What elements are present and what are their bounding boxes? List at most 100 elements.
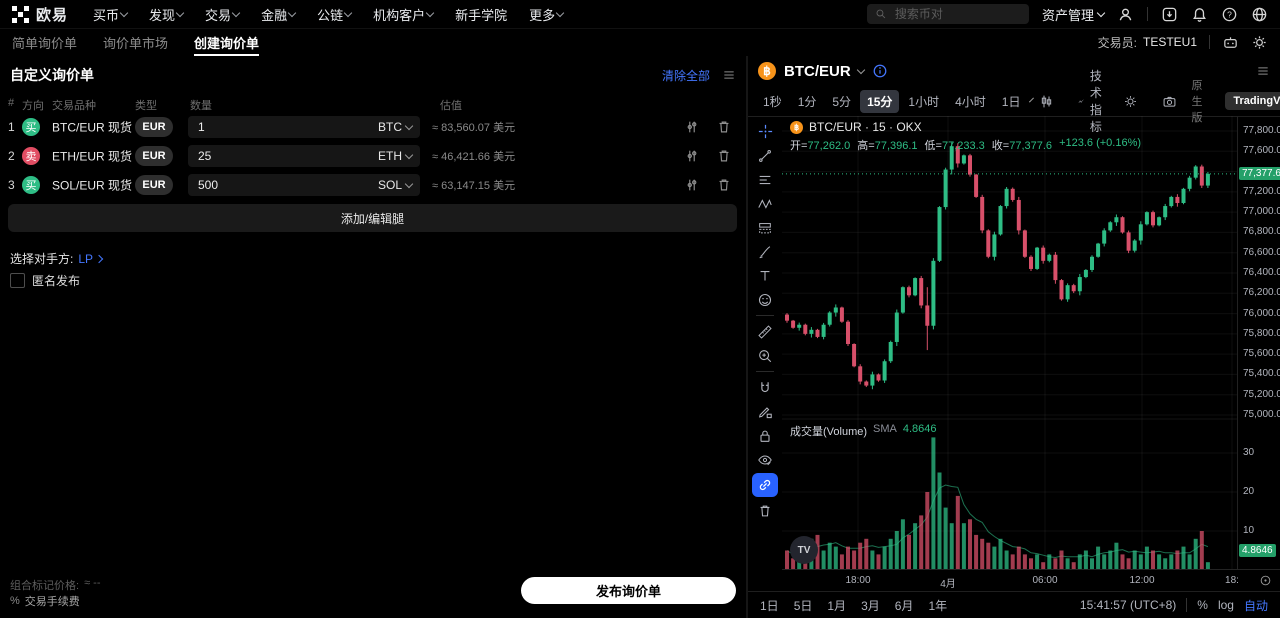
tradingview-toggle[interactable]: TradingView (1225, 92, 1280, 110)
amount-input[interactable] (196, 147, 378, 164)
link-tool-icon[interactable] (752, 473, 778, 497)
panel-divider (746, 56, 748, 618)
range-1d[interactable]: 1日 (760, 598, 779, 613)
native-version-toggle[interactable]: 原生版 (1191, 80, 1203, 124)
delete-trash-icon[interactable] (716, 119, 732, 135)
auto-scale-toggle[interactable]: 自动 (1243, 598, 1268, 613)
screenshot-camera-icon[interactable] (1157, 94, 1182, 109)
instrument-selector[interactable]: BTC/EUR 现货 (52, 118, 148, 135)
position-tool-icon[interactable] (753, 217, 777, 238)
range-1y[interactable]: 1年 (928, 598, 948, 613)
crosshair-tool-icon[interactable] (753, 121, 777, 142)
nav-item-trade[interactable]: 交易 (194, 5, 250, 24)
chart-area: ฿ BTC/EUR · 15 · OKX 开=77,262.0 高=77,396… (748, 116, 1280, 592)
time-axis-label: 18:00 (845, 575, 871, 586)
search-input[interactable] (892, 6, 1021, 22)
search-box[interactable] (866, 4, 1029, 24)
timeframe-4h[interactable]: 4小时 (955, 94, 986, 109)
instrument-selector[interactable]: SOL/EUR 现货 (52, 176, 148, 193)
tab-rfq-market[interactable]: 询价单市场 (103, 35, 169, 51)
help-icon[interactable]: ? (1221, 6, 1238, 23)
trendline-tool-icon[interactable] (753, 145, 777, 166)
publish-rfq-button[interactable]: 发布询价单 (521, 577, 736, 604)
bot-icon[interactable] (1222, 34, 1239, 51)
nav-item-institutional[interactable]: 机构客户 (362, 5, 444, 24)
combo-mark-price: 组合标记价格: ≈ -- (10, 577, 101, 592)
delete-trash-icon[interactable] (716, 148, 732, 164)
language-globe-icon[interactable] (1251, 6, 1268, 23)
add-edit-legs-button[interactable]: 添加/编辑腿 (8, 204, 737, 232)
tab-create-rfq[interactable]: 创建询价单 (194, 28, 260, 56)
trading-fee-row[interactable]: % 交易手续费 (10, 593, 80, 609)
log-scale-toggle[interactable]: log (1217, 598, 1234, 612)
range-1mo[interactable]: 1月 (827, 598, 847, 613)
timeframe-1s[interactable]: 1秒 (763, 94, 782, 109)
nav-item-chain[interactable]: 公链 (306, 5, 362, 24)
timeframe-15m[interactable]: 15分 (860, 89, 900, 113)
list-options-icon[interactable] (722, 68, 736, 82)
drawing-mode-tool-icon[interactable] (753, 401, 777, 422)
type-pill[interactable]: EUR (135, 174, 173, 195)
indicator-settings-gear-icon[interactable] (1118, 94, 1143, 109)
price-axis[interactable]: 77,800.077,600.077,400.077,200.077,000.0… (1237, 116, 1280, 570)
brush-tool-icon[interactable] (753, 241, 777, 262)
asset-management-menu[interactable]: 资产管理 (1042, 5, 1106, 24)
custom-rfq-panel: 自定义询价单 清除全部 # 方向 交易品种 类型 数量 估值 1 买 BTC/E… (0, 56, 746, 618)
ruler-tool-icon[interactable] (753, 321, 777, 342)
percent-scale-toggle[interactable]: % (1197, 598, 1208, 612)
text-tool-icon[interactable] (753, 265, 777, 286)
currency-selector[interactable]: SOL (378, 178, 414, 192)
delete-trash-icon[interactable] (716, 177, 732, 193)
user-icon[interactable] (1117, 6, 1134, 23)
timeframe-5m[interactable]: 5分 (832, 94, 852, 109)
candlestick-chart-canvas[interactable]: ฿ BTC/EUR · 15 · OKX 开=77,262.0 高=77,396… (782, 116, 1238, 570)
lock-tool-icon[interactable] (753, 425, 777, 446)
candle-style-icon[interactable] (1034, 94, 1059, 109)
amount-input[interactable] (196, 176, 378, 193)
range-5d[interactable]: 5日 (793, 598, 813, 613)
candles-icon[interactable] (684, 148, 700, 164)
chart-menu-icon[interactable] (1256, 64, 1270, 78)
horizontal-lines-tool-icon[interactable] (753, 169, 777, 190)
indicators-button[interactable]: 技术指标 (1073, 67, 1115, 135)
nav-item-discover[interactable]: 发现 (138, 5, 194, 24)
timeframe-1d[interactable]: 1日 (1001, 94, 1021, 109)
clear-all-link[interactable]: 清除全部 (661, 68, 710, 83)
time-axis-settings-icon[interactable] (1259, 574, 1272, 587)
candles-icon[interactable] (684, 177, 700, 193)
counterparty-link[interactable]: LP (78, 252, 104, 266)
timeframe-1m[interactable]: 1分 (797, 94, 817, 109)
last-price-tag: 77,377.6 (1239, 166, 1280, 180)
currency-selector[interactable]: BTC (378, 120, 414, 134)
remove-drawings-trash-icon[interactable] (753, 500, 777, 521)
range-6mo[interactable]: 6月 (894, 598, 914, 613)
magnet-tool-icon[interactable] (753, 377, 777, 398)
type-pill[interactable]: EUR (135, 116, 173, 137)
chart-panel: ฿ BTC/EUR 1秒 1分 5分 15分 1小时 4小时 1日 技术指标 (748, 56, 1280, 618)
settings-gear-icon[interactable] (1251, 34, 1268, 51)
nav-item-academy[interactable]: 新手学院 (455, 7, 508, 23)
instrument-selector[interactable]: ETH/EUR 现货 (52, 147, 148, 164)
tab-simple-rfq[interactable]: 简单询价单 (12, 35, 78, 51)
type-pill[interactable]: EUR (135, 145, 173, 166)
currency-selector[interactable]: ETH (378, 149, 414, 163)
hide-drawings-tool-icon[interactable] (753, 449, 777, 470)
nav-item-finance[interactable]: 金融 (250, 5, 306, 24)
okx-logo[interactable]: 欧易 (12, 4, 68, 25)
timeframe-1h[interactable]: 1小时 (908, 94, 940, 109)
nav-item-buy-crypto[interactable]: 买币 (82, 5, 138, 24)
emoji-tool-icon[interactable] (753, 289, 777, 310)
time-axis[interactable]: 18:00 4月 06:00 12:00 18: (782, 569, 1280, 592)
symbol-selector[interactable]: BTC/EUR (784, 63, 865, 80)
candles-icon[interactable] (684, 119, 700, 135)
clock-text[interactable]: 15:41:57 (UTC+8) (1079, 598, 1177, 612)
download-app-icon[interactable] (1161, 6, 1178, 23)
zoom-in-tool-icon[interactable] (753, 345, 777, 366)
amount-input[interactable] (196, 118, 378, 135)
range-3mo[interactable]: 3月 (861, 598, 880, 613)
xabcd-pattern-tool-icon[interactable] (753, 193, 777, 214)
nav-item-more[interactable]: 更多 (518, 5, 574, 24)
notifications-bell-icon[interactable] (1191, 6, 1208, 23)
anonymous-checkbox[interactable] (10, 273, 25, 288)
info-icon[interactable] (872, 63, 888, 79)
